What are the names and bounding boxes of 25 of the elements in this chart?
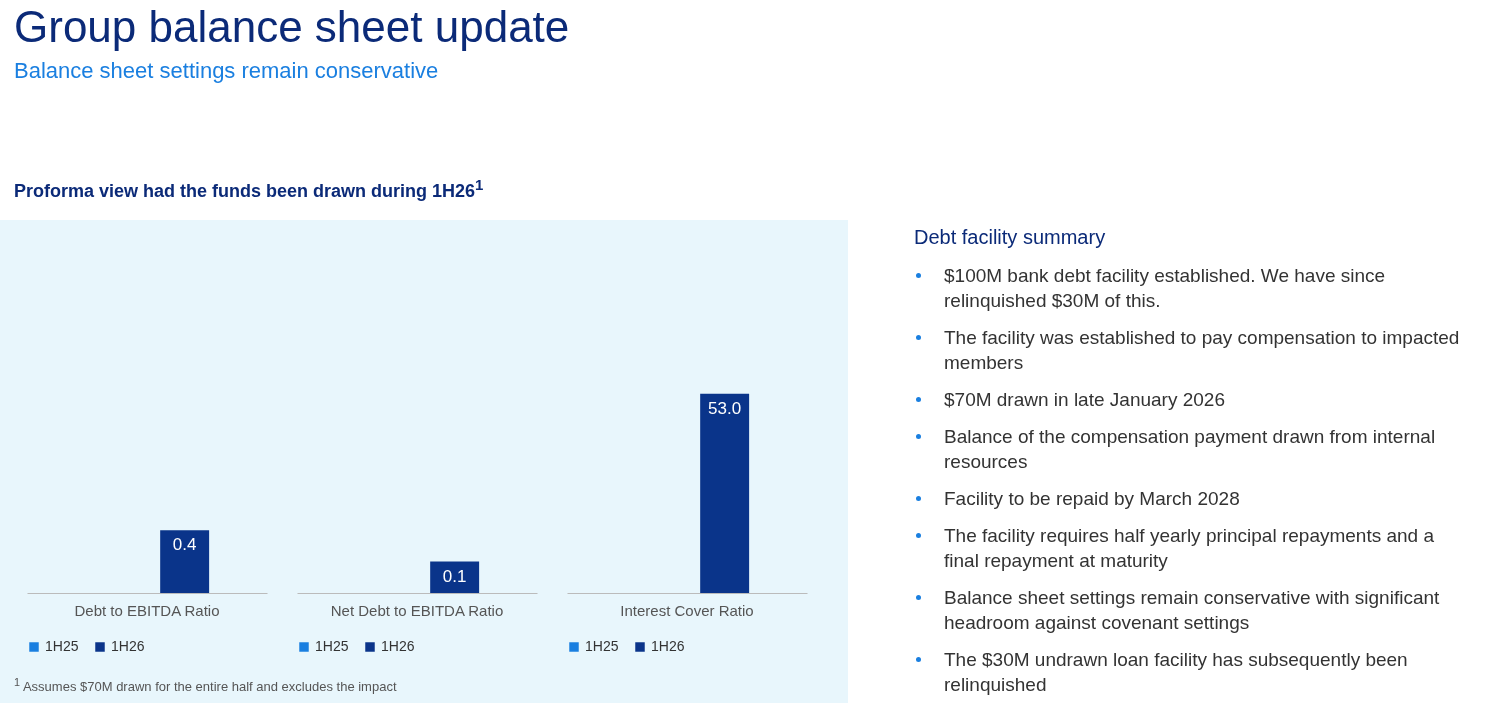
legend-label: 1H25 xyxy=(585,638,619,654)
x-tick-label: Debt to EBITDA Ratio xyxy=(74,601,220,619)
legend-label: 1H26 xyxy=(651,638,685,654)
text: The facility was established to pay compensation to impacted members xyxy=(943,326,1461,375)
text: Facility to be repaid by March 2028 xyxy=(943,487,1241,511)
text: Group balance sheet update xyxy=(14,2,571,52)
legend-label: 1H26 xyxy=(111,638,145,654)
text: Balance sheet settings remain conservative xyxy=(14,58,440,84)
text: Balance sheet settings remain conservative with significant headroom against covenant settings xyxy=(943,586,1441,635)
text: $70M drawn in late January 2026 xyxy=(943,388,1226,412)
text: $^{1}$ Assumes $70M drawn for the entire half and excludes the impact xyxy=(14,676,397,695)
data-label: 0.4 xyxy=(172,535,197,555)
legend-label: 1H26 xyxy=(381,638,415,654)
text: Debt facility summary xyxy=(914,226,1107,249)
x-tick-label: Net Debt to EBITDA Ratio xyxy=(330,601,504,619)
x-tick-label: Interest Cover Ratio xyxy=(620,601,754,619)
data-label: 53.0 xyxy=(708,398,742,418)
text: $100M bank debt facility established. We have since relinquished $30M of this. xyxy=(943,264,1387,313)
data-label: 0.1 xyxy=(442,566,467,586)
legend-label: 1H25 xyxy=(45,638,79,654)
text: Proforma view had the funds been drawn during 1H26$^{1}$ xyxy=(14,176,484,202)
text: Balance of the compensation payment drawn from internal resources xyxy=(943,425,1437,474)
text: The facility requires half yearly principal repayments and a final repayment at maturity xyxy=(943,524,1435,573)
legend-label: 1H25 xyxy=(315,638,349,654)
text: The $30M undrawn loan facility has subsequently been relinquished xyxy=(943,648,1409,697)
